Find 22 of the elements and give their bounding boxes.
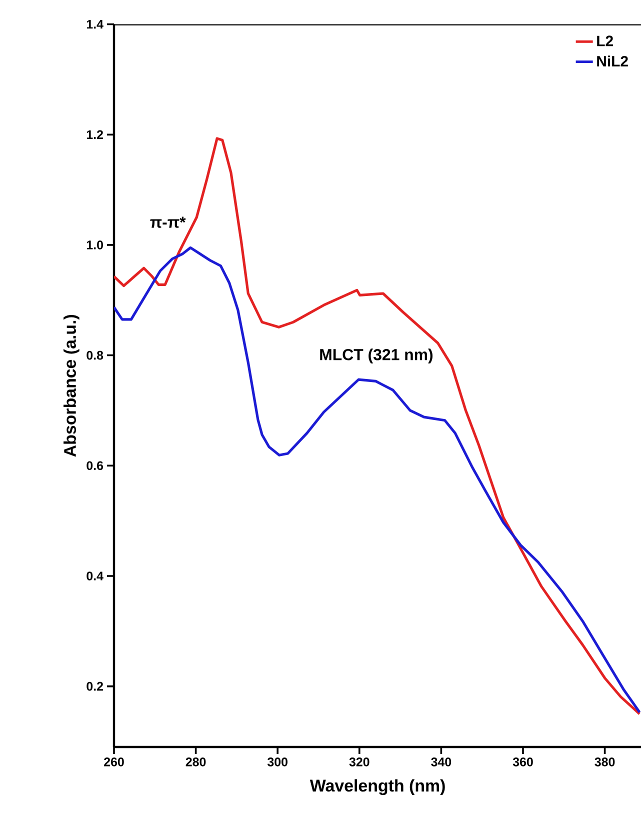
y-axis-title: Absorbance (a.u.) — [64, 314, 80, 457]
annotation: π-π* — [150, 216, 186, 228]
x-tick-label: 260 — [104, 758, 124, 766]
y-tick-label: 1.0 — [86, 240, 103, 250]
line-series — [114, 137, 641, 716]
x-tick-label: 320 — [349, 758, 370, 766]
y-tick-label: 1.2 — [86, 130, 103, 139]
x-tick-label: 280 — [186, 758, 206, 766]
x-tick-label: 360 — [512, 758, 533, 766]
x-tick-label: 340 — [431, 758, 452, 766]
y-tick-label: 0.8 — [86, 350, 104, 360]
x-tick-label: 300 — [267, 758, 288, 766]
x-axis-title: Wavelength (nm) — [310, 779, 445, 796]
y-tick-label: 0.4 — [86, 572, 104, 580]
annotation: MLCT (321 nm) — [320, 348, 433, 364]
legend-label: NiL2 — [597, 56, 628, 66]
legend-label: L2 — [597, 36, 613, 46]
y-tick-label: 1.4 — [86, 20, 104, 29]
line-series — [114, 246, 641, 714]
x-tick-label: 380 — [594, 758, 615, 766]
y-tick-label: 0.2 — [86, 682, 103, 691]
y-tick-label: 0.6 — [86, 461, 104, 470]
